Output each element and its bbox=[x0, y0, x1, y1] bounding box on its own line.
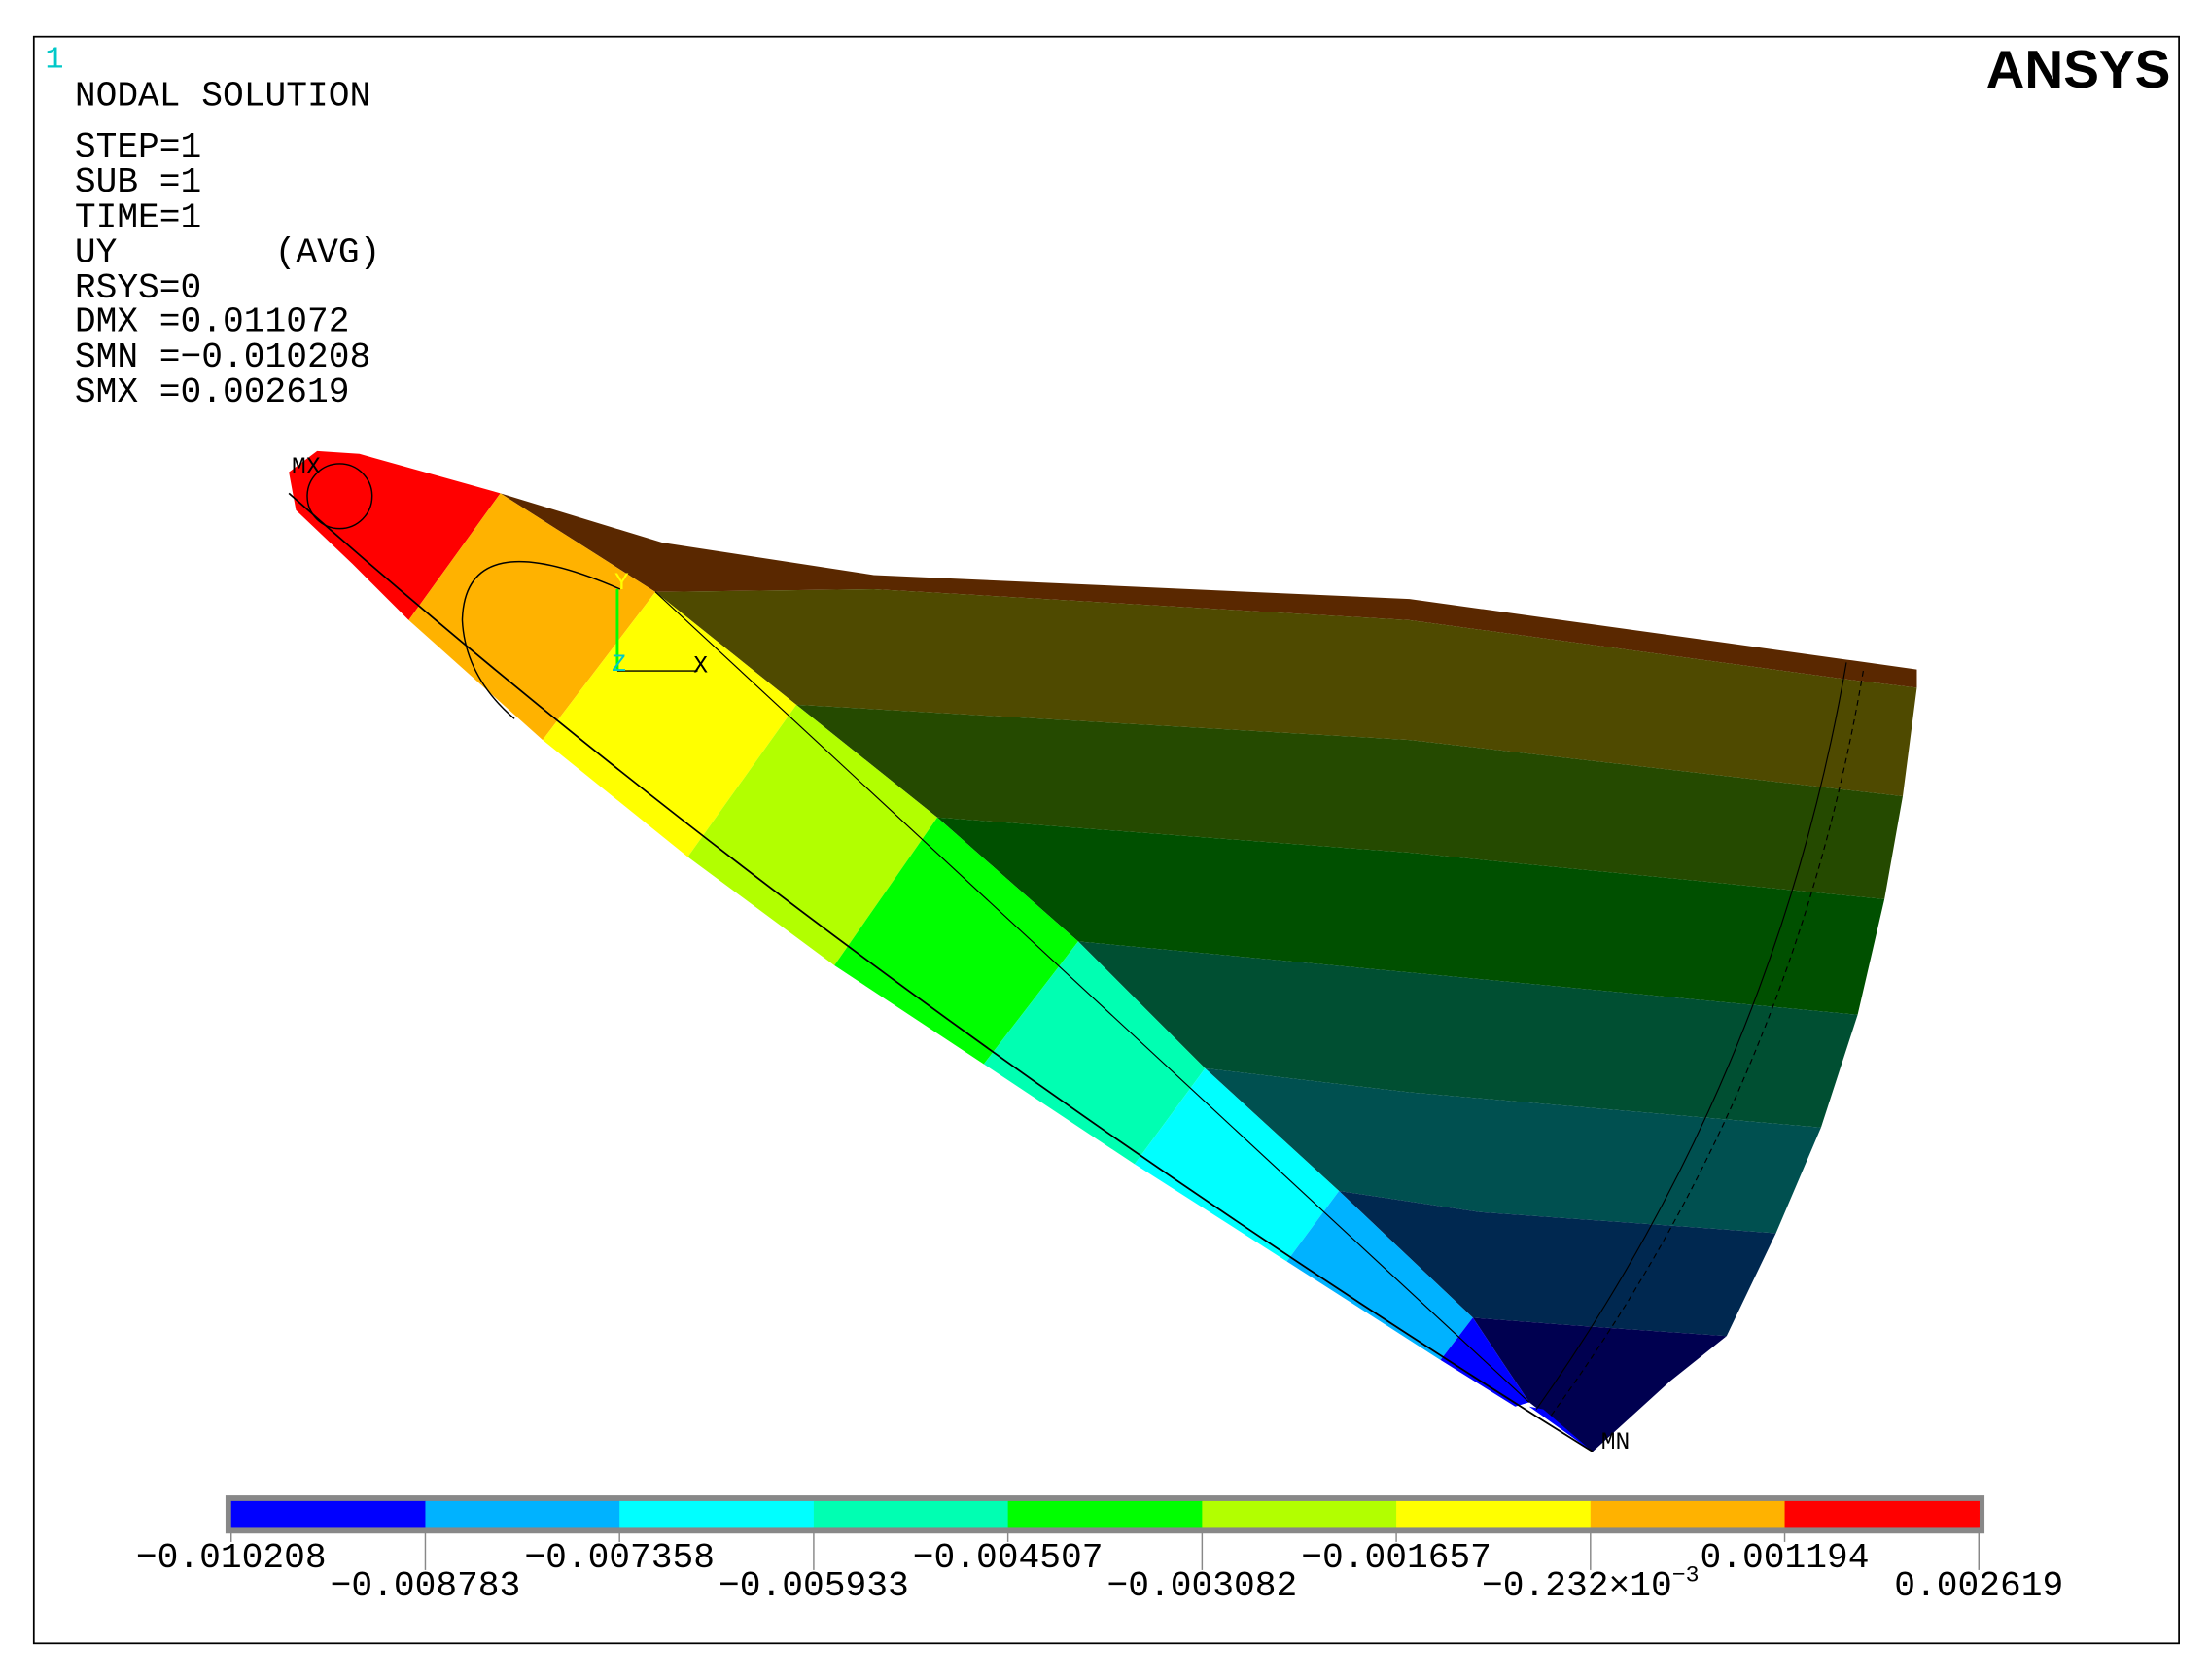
triad-label: X bbox=[693, 652, 708, 680]
legend-swatch bbox=[1007, 1500, 1204, 1528]
legend-label: −0.010208 bbox=[136, 1538, 327, 1578]
header-line: STEP=1 bbox=[75, 127, 201, 167]
window-number: 1 bbox=[45, 42, 63, 78]
legend-swatch bbox=[1590, 1500, 1786, 1528]
header-line: SMX =0.002619 bbox=[75, 372, 350, 412]
max-marker: MX bbox=[292, 454, 321, 481]
legend: −0.010208−0.008783−0.007358−0.005933−0.0… bbox=[136, 1500, 2063, 1606]
legend-label: −0.004507 bbox=[913, 1538, 1104, 1578]
legend-label-text: −0.232×10 bbox=[1482, 1566, 1672, 1606]
header-line: UY bbox=[75, 233, 118, 273]
legend-label: −0.003082 bbox=[1107, 1566, 1298, 1606]
legend-swatch bbox=[1784, 1500, 1980, 1528]
logo: ANSYS bbox=[1986, 39, 2171, 99]
legend-label-exponent: −3 bbox=[1672, 1563, 1700, 1589]
min-marker: MN bbox=[1601, 1429, 1631, 1456]
legend-label: −0.008783 bbox=[331, 1566, 521, 1606]
legend-label: −0.005933 bbox=[719, 1566, 909, 1606]
legend-label: −0.001657 bbox=[1301, 1538, 1491, 1578]
model bbox=[288, 450, 1917, 1452]
header-avg: (AVG) bbox=[275, 233, 381, 273]
header-line: DMX =0.011072 bbox=[75, 302, 350, 342]
legend-label: −0.007358 bbox=[524, 1538, 715, 1578]
header-line: TIME=1 bbox=[75, 197, 201, 237]
legend-label: −0.232×10−3 bbox=[1482, 1563, 1700, 1606]
legend-label: 0.002619 bbox=[1894, 1566, 2063, 1606]
legend-swatch bbox=[425, 1500, 620, 1528]
triad-label: Y bbox=[614, 570, 629, 597]
header-line: SMN =−0.010208 bbox=[75, 337, 370, 377]
legend-swatch bbox=[1202, 1500, 1397, 1528]
header-line: SUB =1 bbox=[75, 162, 201, 202]
triad-label: Z bbox=[612, 651, 626, 679]
header-line: RSYS=0 bbox=[75, 268, 201, 308]
legend-label: 0.001194 bbox=[1701, 1538, 1870, 1578]
legend-swatch bbox=[1396, 1500, 1592, 1528]
legend-swatch bbox=[619, 1500, 815, 1528]
legend-swatch bbox=[813, 1500, 1009, 1528]
header-title: NODAL SOLUTION bbox=[75, 77, 370, 117]
legend-swatch bbox=[230, 1500, 427, 1528]
